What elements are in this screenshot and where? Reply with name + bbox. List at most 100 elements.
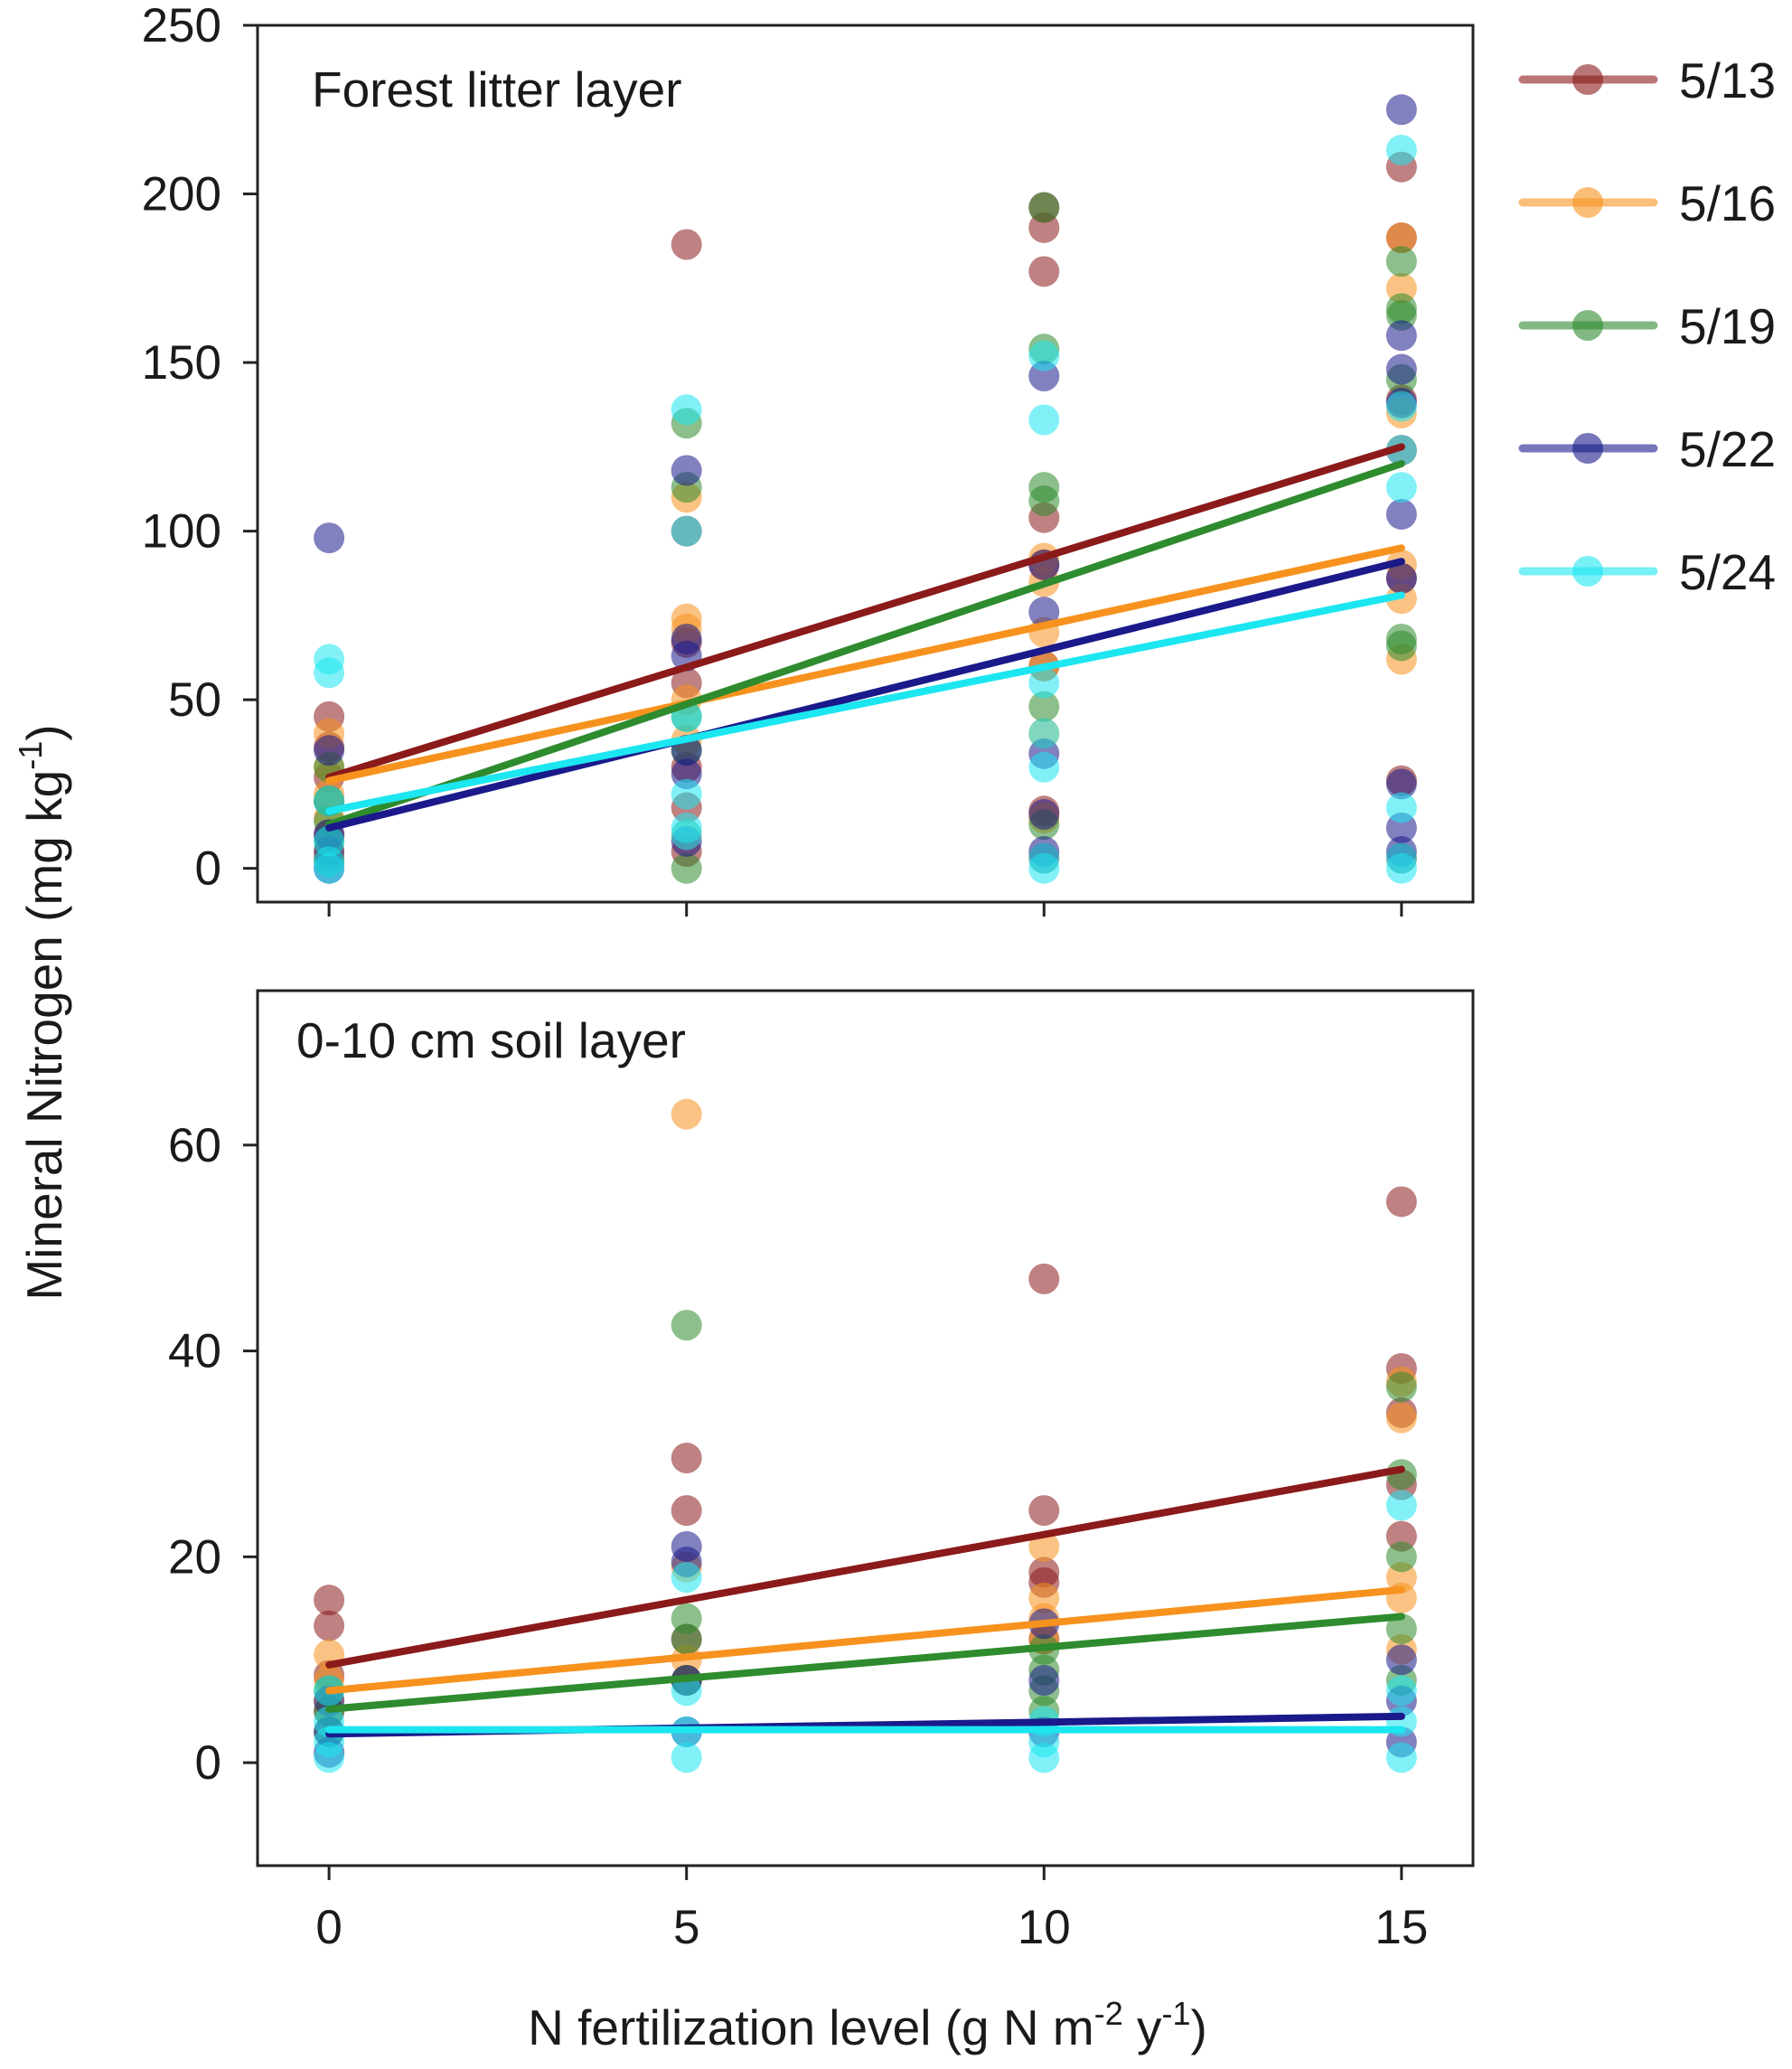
data-point-5-13 [671,1443,702,1474]
x-tick-label: 5 [673,1901,699,1954]
y-tick-label: 100 [142,505,221,559]
data-point-5-13 [671,1495,702,1527]
data-point-5-24 [1385,792,1417,823]
data-point-5-24 [1385,852,1417,884]
data-point-5-13 [1028,1263,1060,1294]
scatter-points [314,94,1417,884]
data-point-5-22 [1028,799,1060,830]
x-axis-label-text: N fertilization level (g N m [528,1999,1094,2055]
x-axis-label-mid: y [1123,1999,1162,2055]
data-point-5-19 [1385,1459,1417,1491]
regression-line-5-16 [325,544,1405,785]
data-point-5-24 [1385,135,1417,166]
x-tick-label: 10 [1018,1901,1071,1954]
data-point-5-22 [1385,498,1417,530]
regression-lines [325,443,1405,832]
y-tick-label: 40 [168,1325,221,1378]
data-point-5-24 [1385,1742,1417,1773]
data-point-5-24 [1385,1490,1417,1521]
data-point-5-24 [671,1675,702,1707]
data-point-5-22 [1028,1665,1060,1697]
data-point-5-16 [1385,1402,1417,1434]
data-point-5-22 [1028,597,1060,628]
regression-line-5-13 [325,443,1405,781]
data-point-5-19 [1385,1371,1417,1403]
data-point-5-24 [671,515,702,547]
y-tick-label: 200 [142,168,221,221]
regression-line-5-24 [325,591,1405,815]
data-point-5-22 [1385,353,1417,385]
data-point-5-22 [1385,768,1417,800]
data-point-5-24 [1028,667,1060,699]
data-point-5-22 [1385,320,1417,352]
x-tick-label: 15 [1374,1901,1428,1954]
plot-frame [256,989,1475,1867]
y-axis: 0 20 40 60 [168,1119,258,1790]
data-point-5-24 [1028,340,1060,371]
data-point-5-24 [314,657,345,689]
y-axis-label-sup: -1 [12,741,49,770]
data-point-5-16 [671,1098,702,1130]
data-point-5-24 [1385,390,1417,422]
regression-line-5-19 [325,460,1405,829]
data-point-5-19 [1028,691,1060,722]
regression-line-5-16 [325,1585,1405,1695]
data-point-5-24 [671,1562,702,1594]
data-point-5-13 [1028,256,1060,287]
y-tick-label: 0 [195,1736,221,1790]
data-point-5-24 [314,852,345,884]
x-tick-labels: 0 5 10 15 [315,1901,1428,1954]
legend-marker-5-16 [1572,187,1603,218]
data-point-5-19 [1028,485,1060,517]
data-point-5-13 [1385,1186,1417,1218]
data-point-5-19 [671,1623,702,1655]
y-tick-label: 150 [142,336,221,390]
data-point-5-24 [1028,718,1060,749]
legend-label: 5/22 [1679,421,1776,477]
data-point-5-19 [1028,192,1060,223]
data-point-5-19 [1385,630,1417,662]
x-axis-ticks [327,902,1403,917]
legend-label: 5/16 [1679,175,1776,231]
data-point-5-24 [1028,852,1060,884]
data-point-5-22 [1385,562,1417,594]
data-point-5-24 [671,394,702,426]
data-point-5-24 [1385,1675,1417,1707]
legend: 5/13 5/16 5/19 5/22 5/24 [1518,52,1776,600]
panel-title: 0-10 cm soil layer [296,1012,686,1068]
data-point-5-19 [671,1310,702,1341]
data-point-5-13 [314,1610,345,1641]
data-point-5-16 [1385,222,1417,254]
data-point-5-24 [671,819,702,851]
data-point-5-24 [671,1742,702,1773]
y-axis: 0 50 100 150 200 250 [142,0,258,896]
regression-line-5-13 [325,1465,1405,1669]
data-point-5-24 [671,778,702,810]
regression-line-5-19 [325,1613,1405,1713]
x-tick-label: 0 [315,1901,342,1954]
data-point-5-24 [314,1742,345,1773]
x-axis-label-sup1: -2 [1094,1995,1123,2032]
data-point-5-19 [1385,1613,1417,1645]
panel-forest-litter: 0 50 100 150 200 250 Forest litter layer [142,0,1475,917]
y-axis-label-close: ) [16,724,72,740]
legend-label: 5/24 [1679,544,1776,600]
data-point-5-19 [1385,246,1417,277]
x-axis-label: N fertilization level (g N m-2 y-1) [528,1995,1207,2055]
y-tick-label: 60 [168,1119,221,1172]
y-tick-label: 250 [142,0,221,52]
data-point-5-22 [1385,94,1417,126]
panel-soil-layer: 0 20 40 60 0-10 cm soil layer [168,989,1475,1880]
plot-frame [256,24,1475,904]
x-axis-label-sup2: -1 [1162,1995,1191,2032]
scatter-points [314,1098,1417,1773]
data-point-5-24 [1385,472,1417,503]
x-axis-label-close: ) [1191,1999,1207,2055]
y-tick-label: 20 [168,1530,221,1584]
legend-marker-5-13 [1572,64,1603,95]
data-point-5-22 [314,735,345,766]
y-axis-label-text: Mineral Nitrogen (mg kg [16,770,72,1301]
y-tick-label: 50 [168,673,221,727]
legend-marker-5-22 [1572,433,1603,464]
